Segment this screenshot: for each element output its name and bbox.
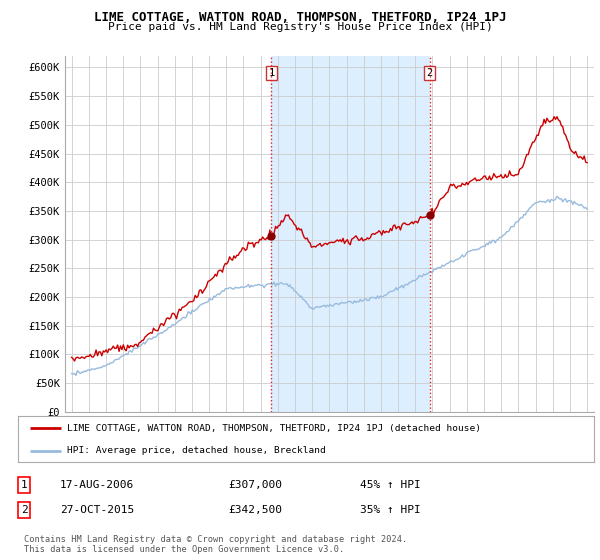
Text: 2: 2 <box>427 68 433 78</box>
Text: Price paid vs. HM Land Registry's House Price Index (HPI): Price paid vs. HM Land Registry's House … <box>107 22 493 32</box>
Bar <box>271 56 430 412</box>
Text: £342,500: £342,500 <box>228 505 282 515</box>
Text: Contains HM Land Registry data © Crown copyright and database right 2024.
This d: Contains HM Land Registry data © Crown c… <box>24 535 407 554</box>
Text: 17-AUG-2006: 17-AUG-2006 <box>60 480 134 490</box>
Text: LIME COTTAGE, WATTON ROAD, THOMPSON, THETFORD, IP24 1PJ: LIME COTTAGE, WATTON ROAD, THOMPSON, THE… <box>94 11 506 24</box>
Text: 45% ↑ HPI: 45% ↑ HPI <box>360 480 421 490</box>
Text: 1: 1 <box>268 68 275 78</box>
Text: 1: 1 <box>20 480 28 490</box>
Text: £307,000: £307,000 <box>228 480 282 490</box>
Text: LIME COTTAGE, WATTON ROAD, THOMPSON, THETFORD, IP24 1PJ (detached house): LIME COTTAGE, WATTON ROAD, THOMPSON, THE… <box>67 424 481 433</box>
Text: 27-OCT-2015: 27-OCT-2015 <box>60 505 134 515</box>
Text: 2: 2 <box>20 505 28 515</box>
Text: 35% ↑ HPI: 35% ↑ HPI <box>360 505 421 515</box>
Text: HPI: Average price, detached house, Breckland: HPI: Average price, detached house, Brec… <box>67 446 326 455</box>
